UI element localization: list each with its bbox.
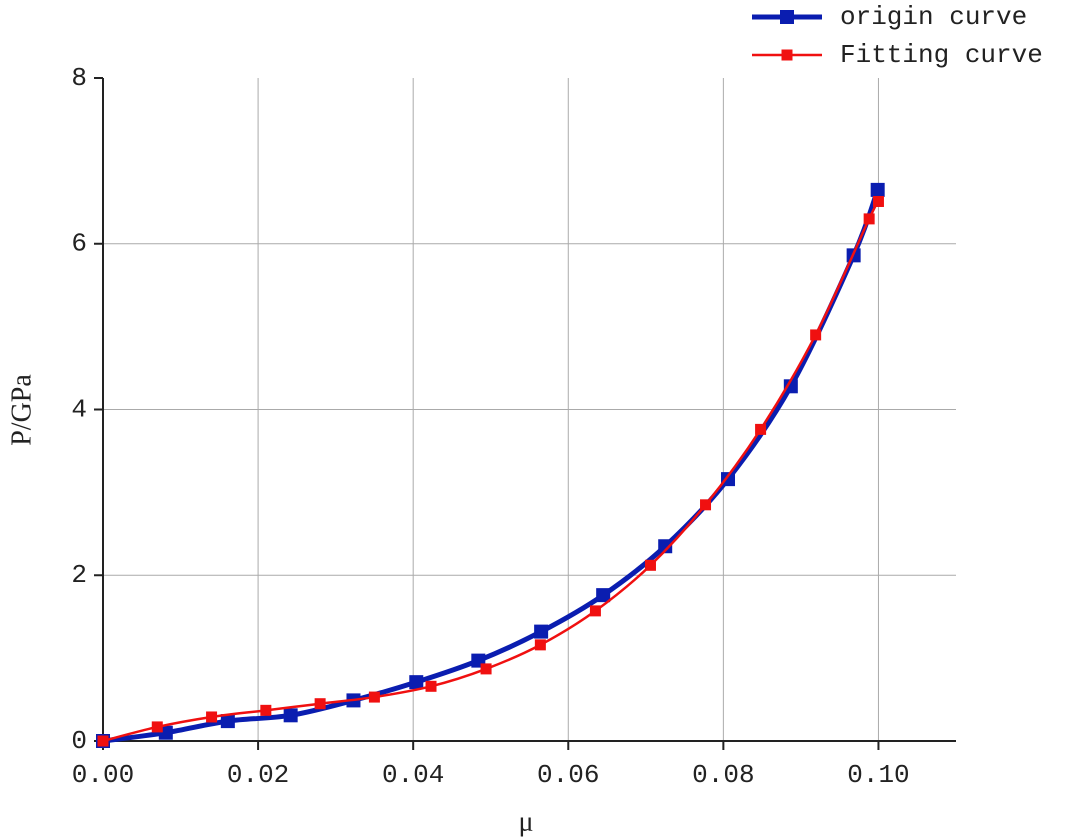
data-point [220, 714, 235, 729]
data-point [810, 329, 822, 341]
y-tick-label: 0 [71, 726, 87, 756]
legend-label: origin curve [840, 2, 1027, 32]
legend-label: Fitting curve [840, 40, 1043, 70]
series-line [102, 200, 880, 743]
data-point [260, 704, 272, 716]
x-tick-label: 0.00 [72, 760, 134, 790]
data-point [596, 588, 611, 603]
x-tick-label: 0.02 [227, 760, 289, 790]
data-point [425, 680, 437, 692]
series-line [102, 189, 881, 744]
data-point [480, 663, 492, 675]
y-tick-label: 2 [71, 560, 87, 590]
data-point [863, 213, 875, 225]
data-point [206, 711, 218, 723]
y-tick-label: 6 [71, 229, 87, 259]
data-point [783, 379, 798, 394]
y-axis-label: P/GPa [6, 374, 37, 446]
legend-marker [781, 49, 793, 61]
x-axis-label: μ [518, 806, 533, 837]
legend-marker [780, 10, 794, 24]
data-point [755, 423, 767, 435]
data-point [589, 605, 601, 617]
data-point [644, 559, 656, 571]
x-tick-label: 0.10 [847, 760, 909, 790]
x-tick-label: 0.04 [382, 760, 444, 790]
data-point [409, 675, 424, 690]
data-point [151, 721, 163, 733]
data-point [97, 735, 109, 747]
data-point [534, 639, 546, 651]
data-point [283, 708, 298, 723]
x-tick-label: 0.08 [692, 760, 754, 790]
data-point [314, 698, 326, 710]
data-point [534, 624, 549, 639]
data-point [658, 539, 673, 554]
data-point [872, 195, 884, 207]
y-tick-label: 4 [71, 394, 87, 424]
data-point [368, 691, 380, 703]
x-tick-label: 0.06 [537, 760, 599, 790]
data-point [700, 499, 712, 511]
data-point [870, 182, 885, 197]
y-tick-label: 8 [71, 63, 87, 93]
